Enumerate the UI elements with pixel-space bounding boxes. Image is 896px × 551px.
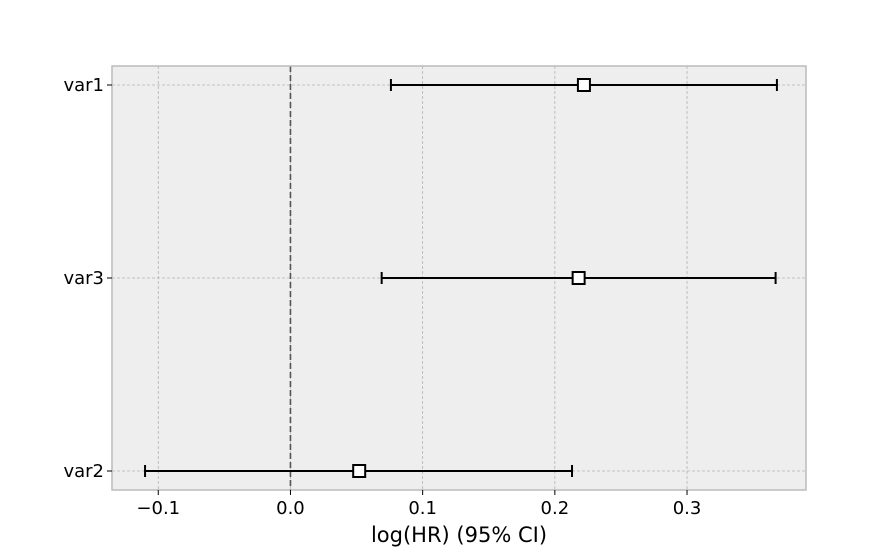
y-tick-label: var3 (63, 268, 104, 289)
estimate-marker (576, 78, 591, 92)
estimate-marker (352, 464, 367, 478)
estimates (144, 78, 778, 478)
x-tick-label: 0.0 (276, 498, 305, 519)
x-tick-label: 0.1 (408, 498, 437, 519)
x-tick-label: 0.2 (541, 498, 570, 519)
x-axis: −0.1 0.0 0.1 0.2 0.3 (136, 490, 701, 519)
y-axis: var1 var3 var2 (63, 75, 112, 482)
x-axis-label: log(HR) (95% CI) (371, 523, 547, 547)
x-tick-label: −0.1 (136, 498, 180, 519)
estimate-row-var2 (144, 464, 574, 478)
x-tick-label: 0.3 (673, 498, 702, 519)
estimate-row-var1 (389, 78, 778, 92)
estimate-row-var3 (380, 271, 777, 285)
y-tick-label: var1 (63, 75, 104, 96)
estimate-marker (571, 271, 586, 285)
y-tick-label: var2 (63, 461, 104, 482)
